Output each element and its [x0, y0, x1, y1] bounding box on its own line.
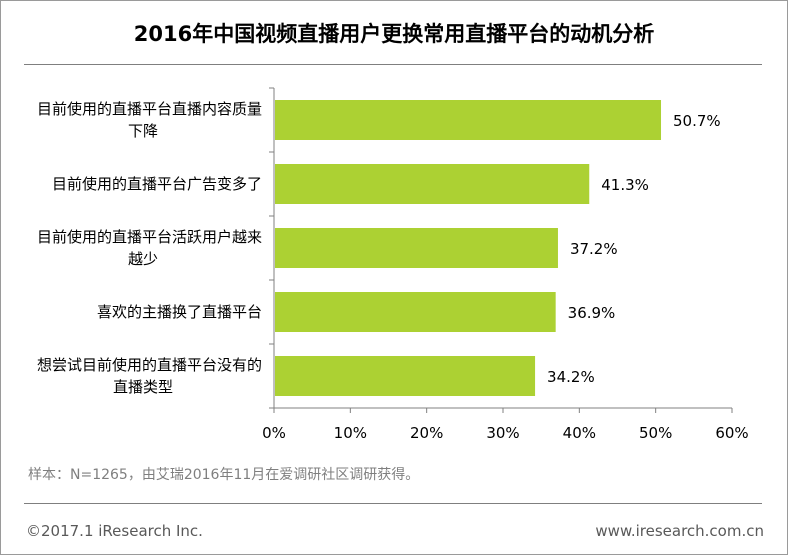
title-divider	[24, 64, 762, 65]
bar-value-label: 41.3%	[601, 176, 649, 194]
bar	[275, 164, 590, 204]
bar-value-label: 36.9%	[568, 304, 616, 322]
bar	[275, 100, 662, 140]
category-label: 下降	[128, 122, 158, 140]
category-label: 目前使用的直播平台广告变多了	[52, 175, 262, 193]
x-tick-label: 10%	[334, 424, 367, 442]
bar-value-label: 37.2%	[570, 240, 618, 258]
x-tick-label: 40%	[563, 424, 596, 442]
copyright-text: ©2017.1 iResearch Inc.	[26, 522, 203, 540]
category-label: 目前使用的直播平台活跃用户越来	[37, 228, 262, 246]
bar	[275, 228, 558, 268]
bar	[275, 292, 556, 332]
x-tick-label: 0%	[262, 424, 286, 442]
x-tick-label: 20%	[410, 424, 443, 442]
bar	[275, 356, 536, 396]
x-tick-label: 60%	[715, 424, 748, 442]
website-text: www.iresearch.com.cn	[595, 522, 764, 540]
sample-note: 样本：N=1265，由艾瑞2016年11月在爱调研社区调研获得。	[28, 467, 420, 483]
category-label: 越少	[128, 250, 158, 268]
x-tick-label: 30%	[486, 424, 519, 442]
x-tick-label: 50%	[639, 424, 672, 442]
category-label: 直播类型	[113, 378, 173, 396]
category-label: 想尝试目前使用的直播平台没有的	[37, 356, 262, 374]
bar-value-label: 34.2%	[547, 368, 595, 386]
category-label: 目前使用的直播平台直播内容质量	[37, 100, 262, 118]
footer-divider	[24, 503, 762, 504]
chart-title: 2016年中国视频直播用户更换常用直播平台的动机分析	[133, 22, 655, 46]
bar-value-label: 50.7%	[673, 112, 721, 130]
category-label: 喜欢的主播换了直播平台	[97, 303, 262, 321]
